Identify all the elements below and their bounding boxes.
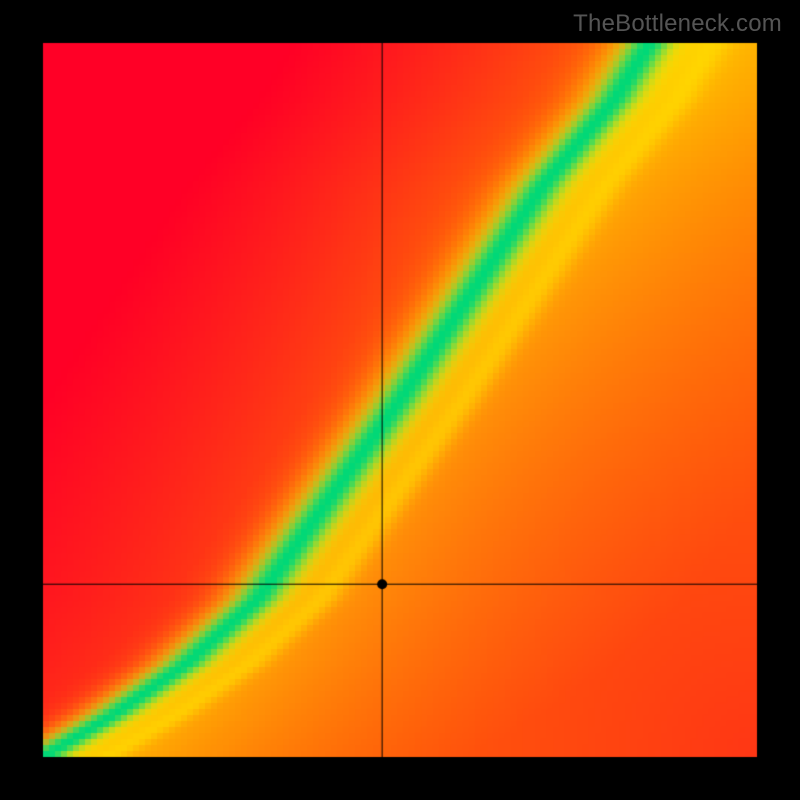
watermark-text: TheBottleneck.com (573, 10, 782, 38)
bottleneck-heatmap (0, 0, 800, 800)
